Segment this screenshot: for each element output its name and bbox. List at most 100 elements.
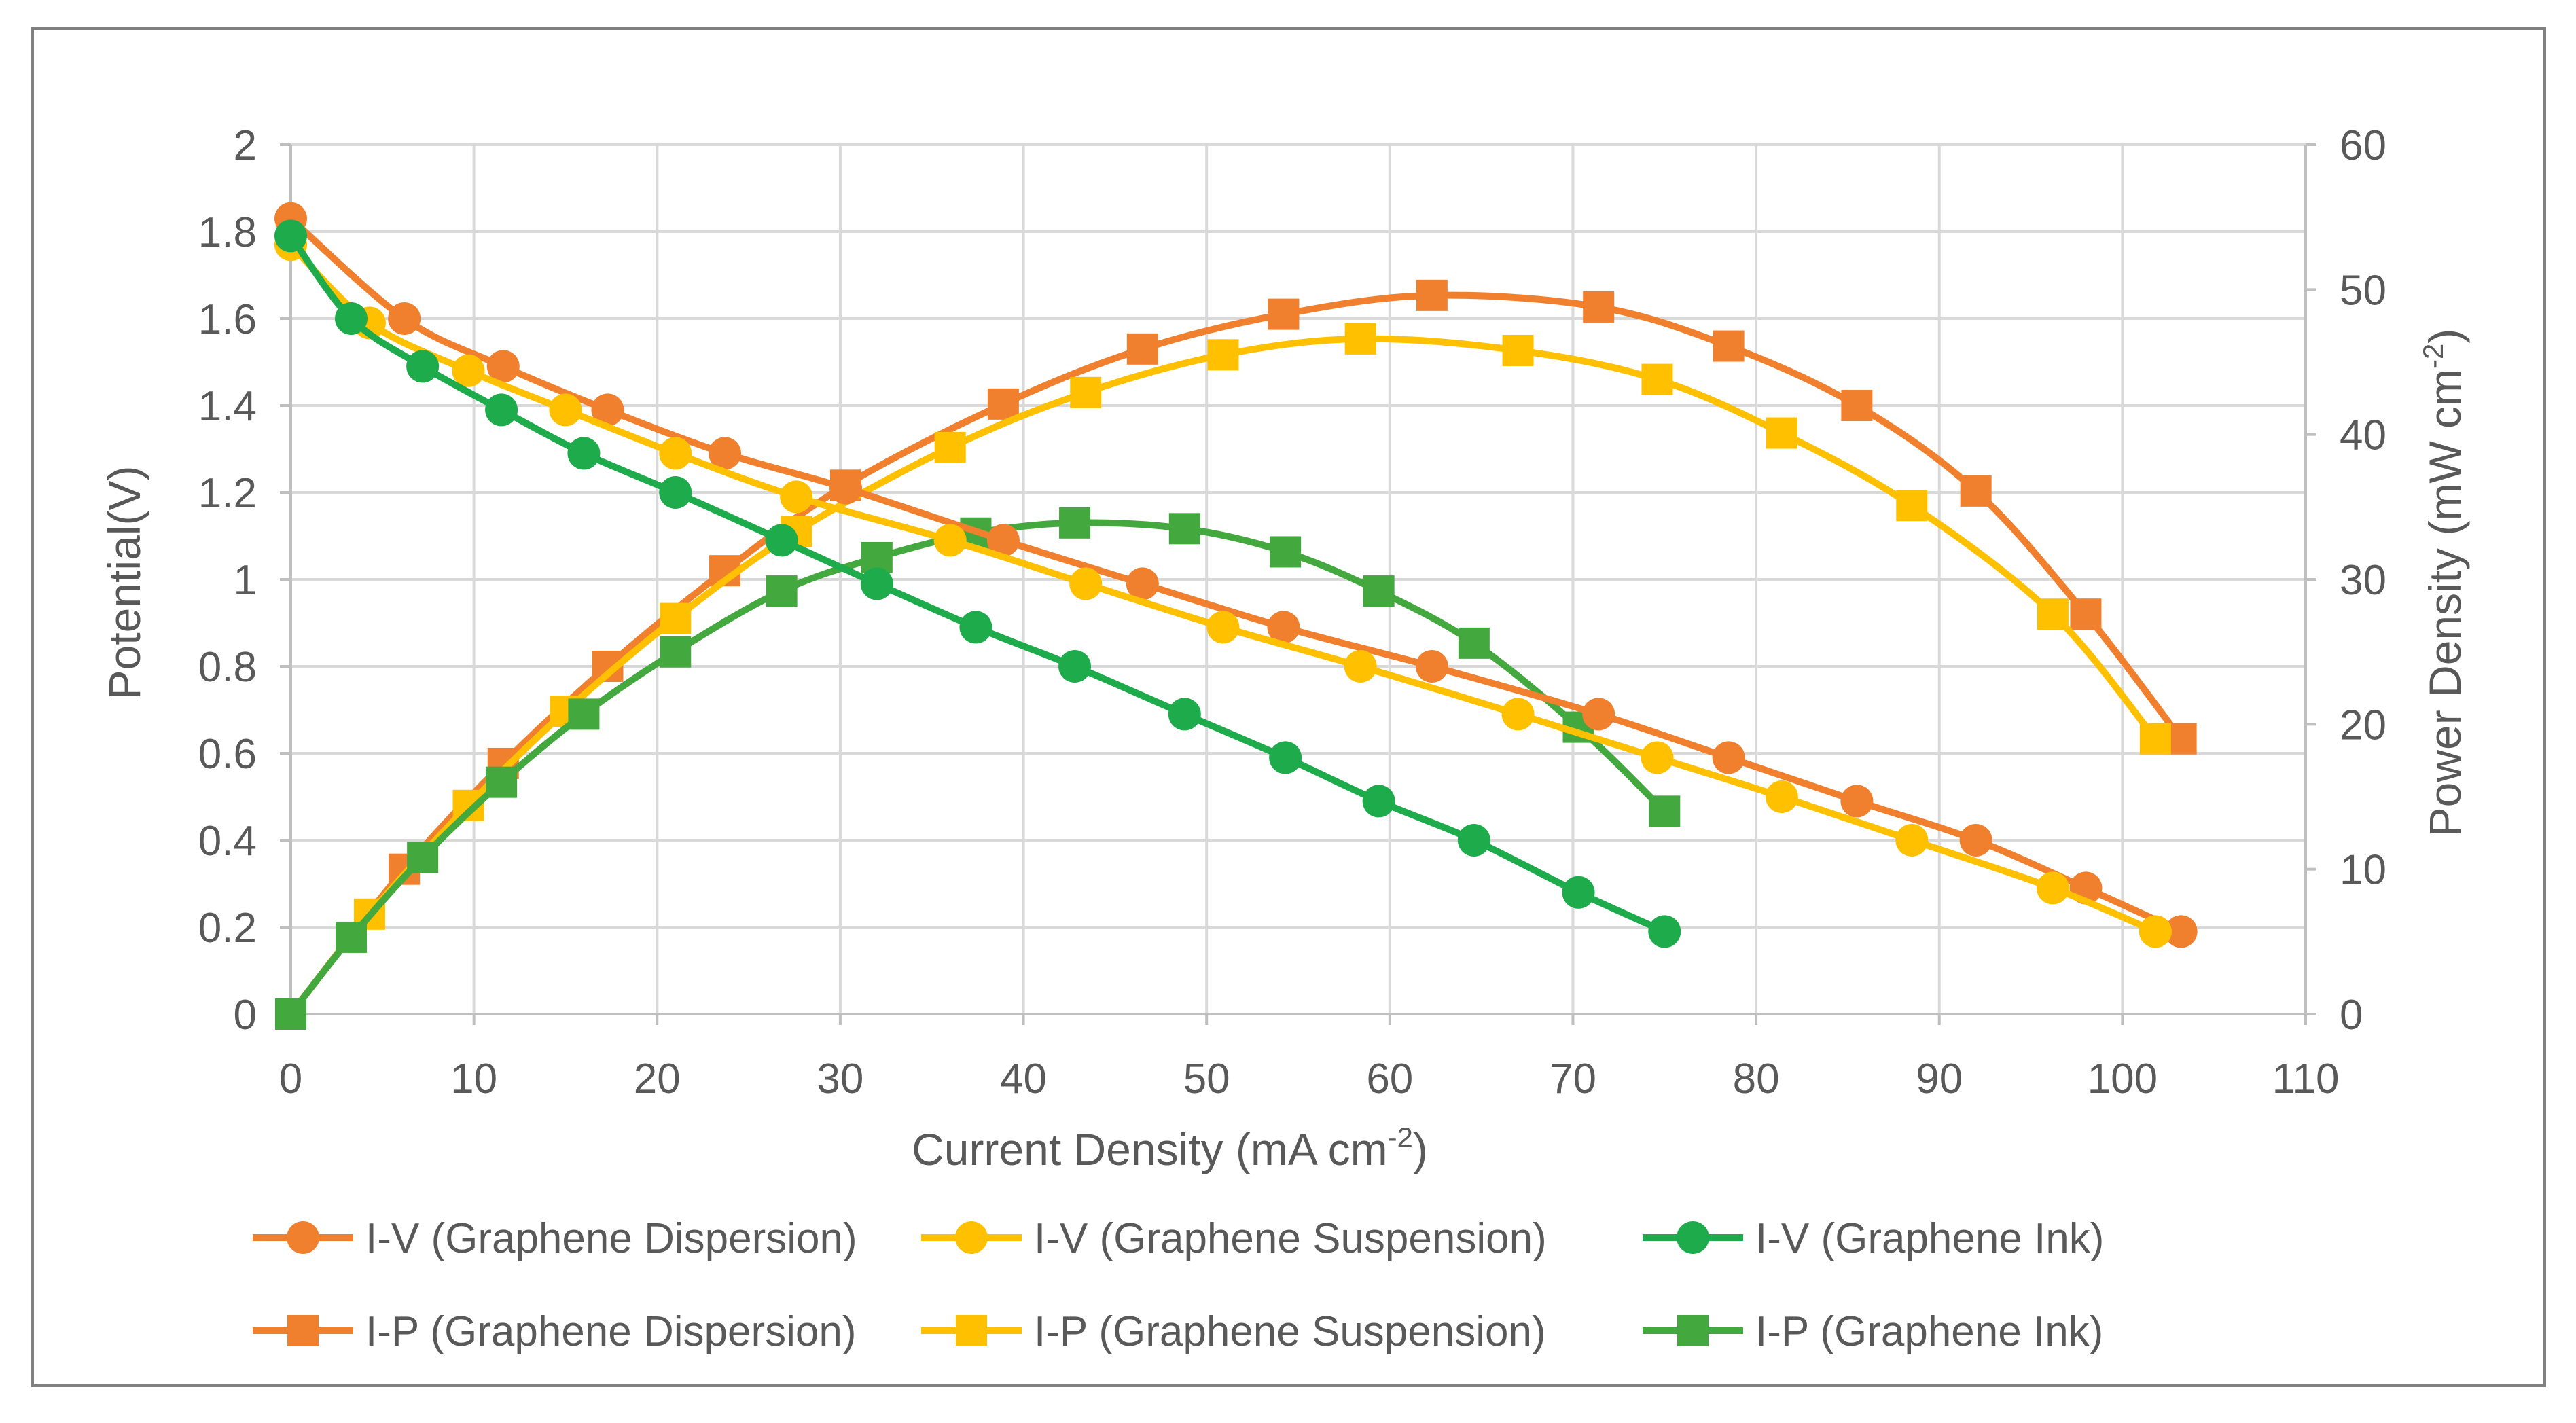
data-point	[1896, 490, 1928, 522]
legend-entry: I-P (Graphene Suspension)	[921, 1308, 1546, 1355]
y-left-tick-label: 0.2	[198, 905, 257, 952]
axes: 0 10 20 30 40 50 60 70 80 90 100 11000.20.40.60.811…	[198, 122, 2386, 1102]
chart-frame	[31, 27, 2546, 1387]
x-tick-label: 20	[634, 1056, 681, 1102]
legend-swatch-marker	[955, 1221, 988, 1254]
series-i-v-graphene-suspension	[274, 228, 2172, 948]
data-point	[1126, 567, 1159, 600]
data-point	[1344, 650, 1377, 683]
data-point	[334, 302, 368, 335]
data-point	[388, 302, 421, 335]
x-axis-title-end: )	[1413, 1124, 1428, 1174]
data-point	[1344, 323, 1376, 355]
data-point	[1415, 650, 1448, 683]
legend-label: I-P (Graphene Ink)	[1755, 1308, 2103, 1355]
y-right-axis-title: Power Density (mW cm-2)	[2417, 329, 2470, 837]
y-right-tick-label: 10	[2340, 847, 2386, 894]
data-point	[2164, 915, 2198, 948]
series-line	[287, 291, 2185, 1017]
y-left-tick-label: 0	[234, 992, 257, 1039]
x-axis-title-text: Current Density (mA cm	[912, 1124, 1387, 1174]
data-point	[1582, 698, 1615, 731]
legend-label: I-V (Graphene Ink)	[1755, 1215, 2104, 1262]
data-point	[1765, 780, 1798, 813]
y-right-tick-label: 0	[2340, 992, 2363, 1039]
legend: I-V (Graphene Dispersion) I-V (Graphene S…	[253, 1215, 2104, 1355]
x-tick-label: 60	[1366, 1056, 1413, 1102]
data-point	[2037, 598, 2069, 630]
data-point	[660, 602, 692, 634]
data-point	[986, 524, 1020, 557]
data-point	[1267, 611, 1300, 644]
data-point	[1649, 795, 1681, 827]
data-point	[1168, 698, 1201, 731]
data-point	[1766, 417, 1797, 449]
data-point	[2139, 723, 2171, 755]
series-line	[287, 335, 2159, 1017]
data-point	[987, 388, 1019, 420]
y-right-tick-label: 50	[2340, 267, 2386, 314]
data-point	[1502, 334, 1534, 366]
y-left-tick-label: 0.6	[198, 731, 257, 778]
x-tick-label: 0	[279, 1056, 302, 1102]
data-point	[568, 698, 600, 730]
y-left-tick-label: 1.8	[198, 209, 257, 256]
data-point	[2070, 598, 2102, 630]
y-left-tick-label: 2	[234, 122, 257, 169]
data-point	[2139, 915, 2172, 948]
series-line	[287, 241, 2159, 935]
legend-entry: I-P (Graphene Dispersion)	[253, 1308, 857, 1355]
data-point	[486, 350, 520, 383]
data-point	[829, 471, 862, 505]
data-point	[1416, 279, 1448, 311]
y-left-tick-label: 1.4	[198, 383, 257, 430]
data-point	[407, 842, 439, 873]
data-point	[275, 998, 306, 1030]
data-point	[452, 354, 485, 387]
x-tick-label: 40	[1000, 1056, 1047, 1102]
data-point	[1268, 298, 1300, 330]
data-point	[1069, 567, 1103, 600]
data-point	[2036, 871, 2069, 905]
series-i-p-graphene-dispersion	[275, 279, 2197, 1030]
y-left-tick-label: 1.2	[198, 470, 257, 517]
data-point	[1070, 376, 1102, 408]
legend-swatch-marker	[956, 1315, 987, 1346]
data-point	[1841, 390, 1873, 421]
y-right-tick-label: 30	[2340, 557, 2386, 604]
legend-swatch-marker	[1677, 1221, 1709, 1254]
data-point	[1269, 741, 1302, 774]
data-point	[1207, 339, 1239, 371]
legend-label: I-V (Graphene Suspension)	[1034, 1215, 1547, 1262]
legend-swatch-marker	[287, 1221, 319, 1254]
x-tick-label: 100	[2088, 1056, 2158, 1102]
data-point	[959, 611, 992, 644]
legend-label: I-P (Graphene Dispersion)	[365, 1308, 857, 1355]
data-point	[1641, 363, 1673, 395]
data-point	[660, 636, 692, 668]
x-tick-label: 90	[1916, 1056, 1963, 1102]
data-point	[1712, 741, 1745, 774]
data-point	[765, 524, 798, 557]
x-tick-label: 70	[1550, 1056, 1596, 1102]
data-point	[766, 575, 798, 607]
y-left-axis-title: Potential(V)	[99, 466, 149, 700]
legend-entry: I-V (Graphene Suspension)	[921, 1215, 1547, 1262]
legend-label: I-P (Graphene Suspension)	[1034, 1308, 1546, 1355]
data-point	[780, 480, 813, 514]
data-point	[1960, 475, 1992, 507]
data-point	[1457, 824, 1490, 857]
x-tick-label: 110	[2272, 1056, 2340, 1102]
data-point	[1641, 741, 1674, 774]
y-right-axis-title-text: Power Density (mW cm	[2420, 369, 2470, 837]
legend-entry: I-V (Graphene Dispersion)	[253, 1215, 857, 1262]
data-point	[709, 437, 742, 470]
data-point	[591, 393, 624, 427]
data-point	[335, 921, 367, 953]
data-point	[1501, 698, 1535, 731]
y-right-tick-label: 20	[2340, 702, 2386, 749]
data-point	[406, 350, 440, 383]
data-point	[1583, 291, 1615, 323]
data-point	[1895, 824, 1929, 857]
